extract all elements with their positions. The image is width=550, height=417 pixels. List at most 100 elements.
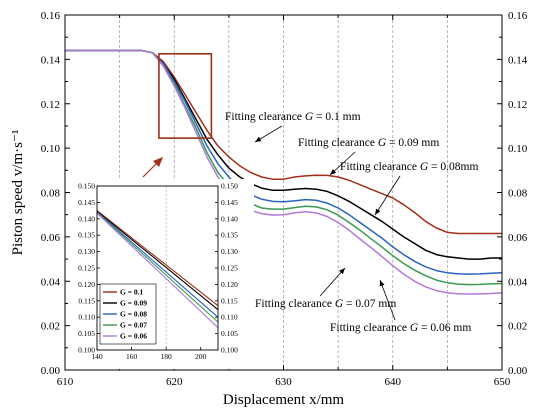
inset-series-line-2 <box>96 210 219 311</box>
x-tick-label: 640 <box>385 376 402 388</box>
zoom-region-box <box>158 53 213 139</box>
annotation-variable: G <box>305 111 314 123</box>
annotation-prefix: Fitting clearance <box>225 111 305 123</box>
annotation-prefix: Fitting clearance <box>340 161 420 173</box>
right-y-tick-label: 0.00 <box>508 365 528 377</box>
inset-y-tick-label-right: 0.100 <box>221 346 238 355</box>
zoom-arrow-head <box>153 157 163 167</box>
annotation-variable: G <box>378 137 387 149</box>
inset-y-tick-label-right: 0.140 <box>221 214 238 223</box>
inset-x-tick-label: 180 <box>161 352 173 361</box>
annotation-arrow <box>374 175 401 216</box>
inset-x-tick-label: 160 <box>126 352 138 361</box>
right-y-tick-label: 0.12 <box>508 99 527 111</box>
inset-y-tick-label-right: 0.115 <box>221 296 238 305</box>
annotation-suffix: = 0.1 mm <box>313 111 360 123</box>
x-tick-label: 620 <box>166 376 183 388</box>
right-y-tick-label: 0.02 <box>508 321 527 333</box>
inset-series-line-4 <box>96 212 219 323</box>
inset-series-line-3 <box>96 211 219 318</box>
inset-y-tick-label-right: 0.110 <box>221 313 238 322</box>
legend-label-1: G = 0.1 <box>120 288 143 297</box>
legend-label-4: G = 0.07 <box>120 321 147 330</box>
inset-x-tick-label: 200 <box>195 352 207 361</box>
y-tick-label: 0.10 <box>41 143 61 155</box>
right-y-tick-label: 0.06 <box>508 232 528 244</box>
inset-y-tick-label-left: 0.145 <box>78 198 95 207</box>
legend-label-2: G = 0.09 <box>120 299 147 308</box>
legend-label-3: G = 0.08 <box>120 310 147 319</box>
inset-y-tick-label-left: 0.115 <box>78 296 95 305</box>
right-y-tick-label: 0.16 <box>508 10 528 22</box>
main-plot: 610 620 630 640 6500.000.020.040.060.080.100… <box>10 10 528 408</box>
annotation-arrow-head <box>339 268 345 275</box>
annotation-label-1: Fitting clearance G = 0.1 mm <box>225 111 361 123</box>
annotation-label-2: Fitting clearance G = 0.09 mm <box>298 137 439 149</box>
annotation-variable: G <box>410 322 419 334</box>
right-y-tick-label: 0.04 <box>508 276 528 288</box>
series-line-3 <box>65 49 503 275</box>
inset-y-tick-label-right: 0.105 <box>221 329 238 338</box>
annotation-label-5: Fitting clearance G = 0.06 mm <box>330 322 471 334</box>
annotation-suffix: = 0.08mm <box>428 161 478 173</box>
inset-y-tick-label-right: 0.125 <box>221 264 238 273</box>
inset-y-tick-label-left: 0.130 <box>78 247 95 256</box>
right-y-tick-label: 0.10 <box>508 143 528 155</box>
annotation-suffix: = 0.07 mm <box>343 298 396 310</box>
right-y-tick-label: 0.14 <box>508 54 528 66</box>
inset-y-tick-label-left: 0.140 <box>78 214 95 223</box>
inset-x-tick-label: 140 <box>91 352 103 361</box>
inset-series-group <box>96 210 219 329</box>
main-ticks: 610 620 630 640 6500.000.020.040.060.080.100… <box>41 10 528 388</box>
legend-label-5: G = 0.06 <box>120 332 147 341</box>
inset-ticks: 140 160 180 200 0.100 0.100 0.105 0.105 0.110 0.1… <box>78 182 238 362</box>
inset-y-tick-label-right: 0.120 <box>221 280 238 289</box>
inset-plot: 140 160 180 200 0.100 0.100 0.105 0.105 0.110 0.1… <box>70 179 254 369</box>
inset-series-line-5 <box>96 212 219 329</box>
x-tick-label: 630 <box>275 376 292 388</box>
series-line-1 <box>65 49 502 235</box>
annotation-label-3: Fitting clearance G = 0.08mm <box>340 161 478 173</box>
annotation-prefix: Fitting clearance <box>255 298 335 310</box>
inset-y-tick-label-left: 0.120 <box>78 280 95 289</box>
y-tick-label: 0.04 <box>41 276 61 288</box>
x-tick-label: 610 <box>57 376 74 388</box>
annotation-suffix: = 0.09 mm <box>386 137 439 149</box>
y-tick-label: 0.06 <box>41 232 61 244</box>
annotation-arrow-head <box>375 208 381 215</box>
y-tick-label: 0.16 <box>41 10 61 22</box>
annotation-arrow-head <box>330 169 337 175</box>
annotation-arrow <box>319 267 346 297</box>
series-line-2 <box>65 49 502 260</box>
inset-y-tick-label-right: 0.135 <box>221 231 238 240</box>
inset-y-tick-label-left: 0.150 <box>78 182 95 191</box>
inset-series-line-1 <box>96 210 219 307</box>
y-axis-label: Piston speed v/m·s⁻¹ <box>10 130 26 256</box>
annotation-prefix: Fitting clearance <box>298 137 378 149</box>
right-y-tick-label: 0.08 <box>508 188 528 200</box>
inset-y-tick-label-right: 0.130 <box>221 247 238 256</box>
inset-y-tick-label-left: 0.110 <box>78 313 95 322</box>
inset-legend: G = 0.1 G = 0.09 G = 0.08 G = 0.07 G = 0.06 <box>99 283 157 345</box>
inset-y-tick-label-left: 0.105 <box>78 329 95 338</box>
annotation-label-4: Fitting clearance G = 0.07 mm <box>255 298 396 310</box>
y-tick-label: 0.00 <box>41 365 61 377</box>
series-line-5 <box>65 49 503 295</box>
main-series-group <box>65 49 503 295</box>
annotation-arrow <box>379 279 396 321</box>
y-tick-label: 0.12 <box>41 99 60 111</box>
x-axis-label: Displacement x/mm <box>223 392 345 408</box>
series-line-4 <box>65 49 503 286</box>
y-tick-label: 0.14 <box>41 54 61 66</box>
inset-y-tick-label-right: 0.150 <box>221 182 238 191</box>
inset-y-tick-label-left: 0.135 <box>78 231 95 240</box>
annotation-arrow-head <box>379 280 385 287</box>
y-tick-label: 0.08 <box>41 188 61 200</box>
annotation-variable: G <box>420 161 429 173</box>
annotation-suffix: = 0.06 mm <box>418 322 471 334</box>
x-tick-label: 650 <box>494 376 511 388</box>
inset-y-tick-label-left: 0.100 <box>78 346 95 355</box>
y-tick-label: 0.02 <box>41 321 60 333</box>
